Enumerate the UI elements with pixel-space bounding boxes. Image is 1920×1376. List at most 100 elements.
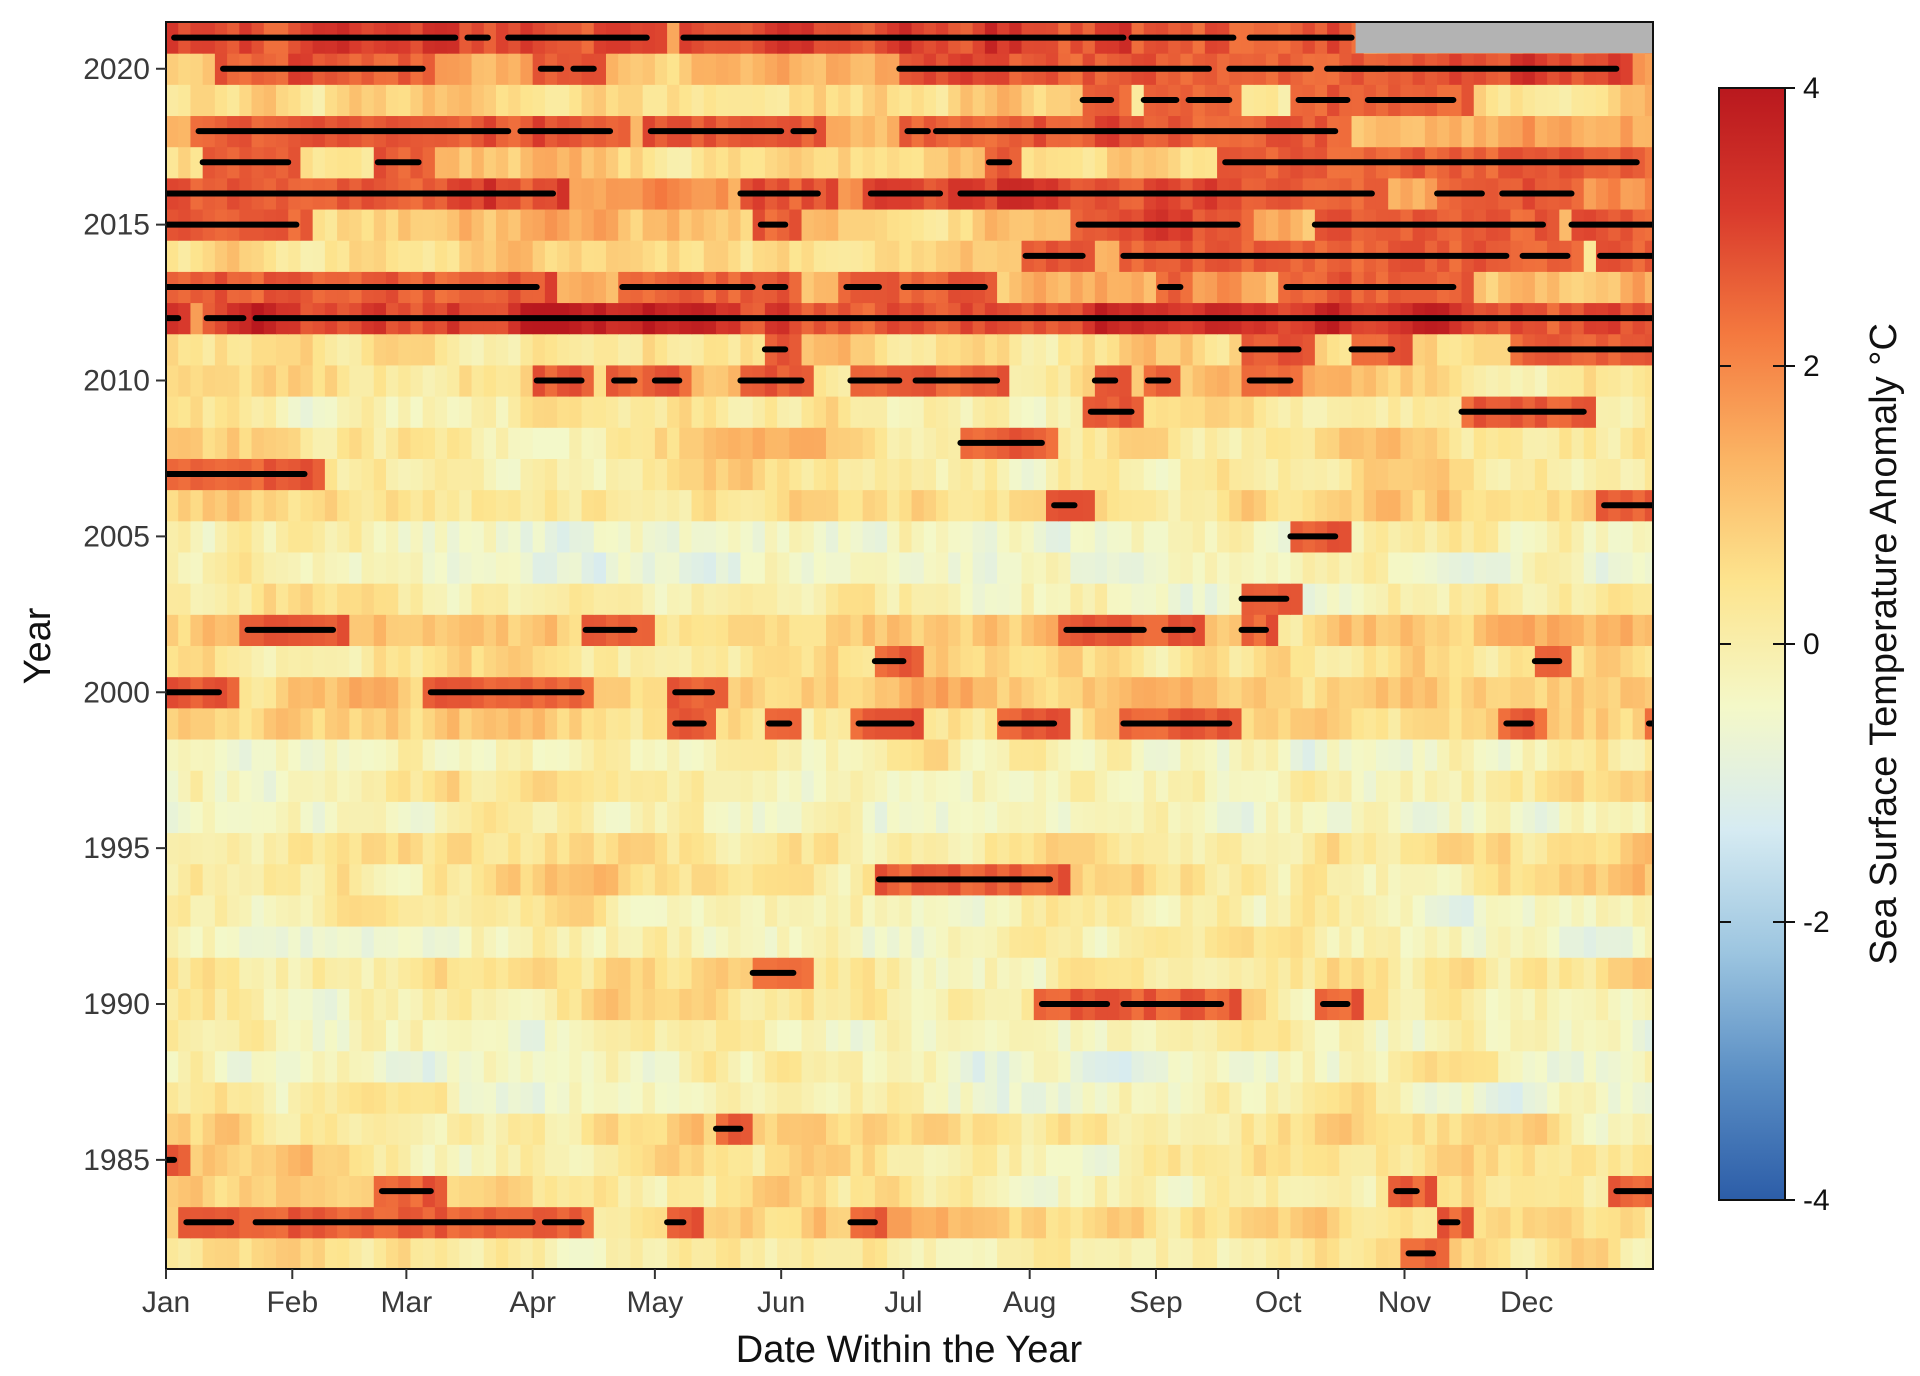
heat-cell [203,53,216,85]
heat-cell [838,147,851,179]
heat-cell [1217,739,1230,771]
heat-cell [753,147,766,179]
heat-cell [1486,801,1499,833]
heat-cell [1229,677,1242,709]
heat-cell [924,334,937,366]
heat-cell [410,677,423,709]
heat-cell [643,1207,656,1239]
heat-cell [1315,677,1328,709]
heat-cell [1107,677,1120,709]
heat-cell [1242,1082,1255,1114]
heat-cell [313,708,326,740]
heat-cell [264,334,277,366]
heat-cell [643,334,656,366]
heat-cell [1633,926,1646,958]
heat-cell [545,1082,558,1114]
heat-cell [190,833,203,865]
heat-cell [1217,396,1230,428]
heat-cell [1462,988,1475,1020]
heat-cell [594,427,607,459]
heat-cell [1400,833,1413,865]
heat-cell [1168,1207,1181,1239]
heat-cell [288,895,301,927]
heat-cell [667,957,680,989]
heat-cell [1083,271,1096,303]
heat-cell [887,427,900,459]
heat-cell [1083,1020,1096,1052]
heat-cell [887,240,900,272]
heat-cell [1046,365,1059,397]
heat-cell [643,1238,656,1270]
heat-cell [1425,1144,1438,1176]
heat-cell [569,490,582,522]
heat-cell [1339,833,1352,865]
heat-cell [1229,801,1242,833]
heat-cell [630,521,643,553]
heat-cell [447,53,460,85]
heat-cell [875,209,888,241]
heat-cell [362,614,375,646]
heat-cell [1620,1207,1633,1239]
heat-cell [740,209,753,241]
heat-cell [459,334,472,366]
heat-cell [1388,646,1401,678]
heat-cell [1327,1020,1340,1052]
heat-cell [264,552,277,584]
heat-cell [1229,490,1242,522]
heat-cell [1376,895,1389,927]
heat-cell [899,458,912,490]
heat-cell [1022,646,1035,678]
heat-cell [337,677,350,709]
heat-cell [1596,458,1609,490]
heat-cell [178,833,191,865]
heat-cell [789,240,802,272]
heat-cell [484,583,497,615]
heat-cell [1254,646,1267,678]
heat-cell [1572,1238,1585,1270]
heat-cell [887,614,900,646]
heat-cell [1083,864,1096,896]
heat-cell [300,84,313,116]
heat-cell [765,490,778,522]
heat-cell [777,614,790,646]
heat-cell [679,334,692,366]
heat-cell [814,427,827,459]
heat-cell [1132,864,1145,896]
heat-cell [1510,864,1523,896]
heat-cell [728,988,741,1020]
heat-cell [667,521,680,553]
heat-cell [1022,614,1035,646]
heat-cell [166,490,179,522]
heat-cell [178,708,191,740]
heat-cell [997,833,1010,865]
heat-cell [1119,583,1132,615]
heat-cell [459,708,472,740]
heat-cell [1303,1144,1316,1176]
heat-cell [1596,614,1609,646]
heat-cell [1168,770,1181,802]
heat-cell [545,427,558,459]
heat-cell [1425,116,1438,148]
heat-cell [386,1238,399,1270]
heat-cell [166,864,179,896]
heat-cell [594,521,607,553]
heat-cell [838,739,851,771]
heat-cell [618,396,631,428]
heat-cell [1180,833,1193,865]
heat-cell [667,926,680,958]
heat-cell [508,988,521,1020]
heat-cell [655,209,668,241]
heat-cell [313,1082,326,1114]
heat-cell [484,833,497,865]
heat-cell [1584,490,1597,522]
heat-cell [1400,1113,1413,1145]
heat-cell [997,988,1010,1020]
heat-cell [838,334,851,366]
heat-cell [948,1238,961,1270]
heat-cell [313,1238,326,1270]
heat-cell [1229,458,1242,490]
heat-cell [1645,178,1658,210]
heat-cell [398,334,411,366]
heat-cell [802,240,815,272]
heat-cell [1425,1020,1438,1052]
